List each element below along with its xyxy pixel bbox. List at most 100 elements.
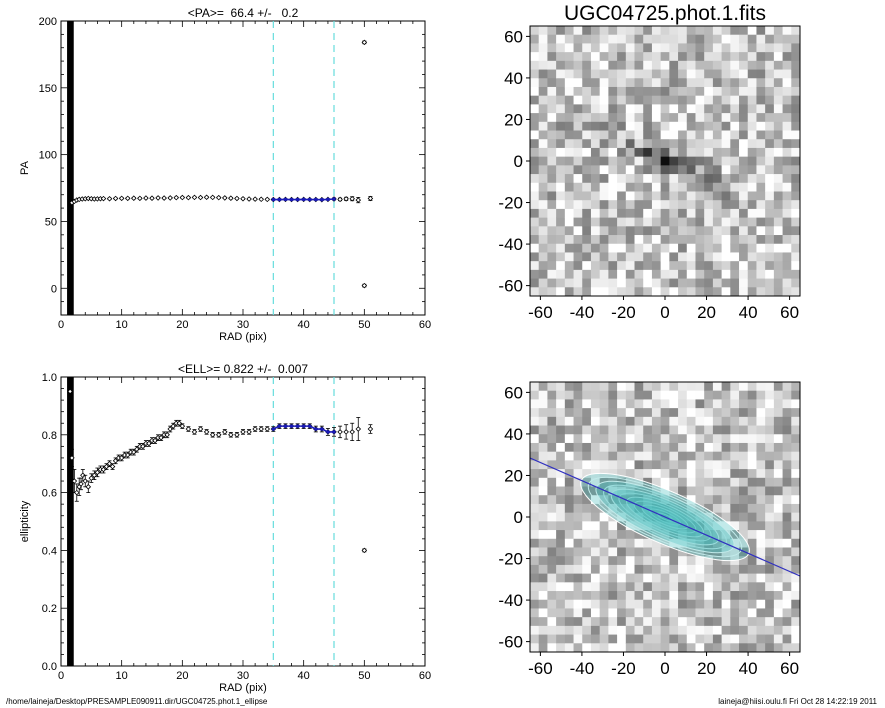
image-pixel <box>756 217 766 227</box>
image-pixel <box>590 287 601 297</box>
image-pixel <box>625 191 636 201</box>
image-pixel <box>617 235 627 245</box>
image-pixel <box>782 243 792 253</box>
image-pixel <box>582 512 592 522</box>
image-pixel <box>634 165 644 175</box>
image-pixel <box>660 547 670 557</box>
image-pixel <box>782 643 792 653</box>
image-pixel <box>765 486 775 496</box>
image-pixel <box>721 121 731 132</box>
image-pixel <box>547 113 557 123</box>
data-point <box>252 196 258 202</box>
image-pixel <box>625 538 636 548</box>
image-pixel <box>686 130 696 140</box>
image-pixel <box>739 416 749 427</box>
image-pixel <box>651 390 662 400</box>
image-pixel <box>651 399 662 409</box>
image-pixel <box>599 252 609 262</box>
image-pixel <box>617 556 627 566</box>
image-pixel <box>582 469 592 479</box>
image-pixel <box>634 26 644 36</box>
image-pixel <box>730 156 740 166</box>
image-pixel <box>756 34 766 44</box>
image-pixel <box>669 78 679 88</box>
image-pixel <box>678 503 688 514</box>
image-pixel <box>669 416 679 427</box>
image-pixel <box>791 52 801 62</box>
image-pixel <box>599 191 609 201</box>
image-pixel <box>625 408 636 418</box>
image-pixel <box>582 408 592 418</box>
image-pixel <box>643 521 653 531</box>
image-pixel <box>651 217 662 227</box>
image-pixel <box>564 599 575 609</box>
image-pixel <box>739 382 749 392</box>
image-pixel <box>686 390 696 400</box>
y-tick-label: 0 <box>514 508 523 527</box>
x-tick-label: 0 <box>58 670 64 682</box>
image-pixel <box>538 390 548 400</box>
image-pixel <box>669 442 679 453</box>
y-tick-label: -60 <box>498 277 523 296</box>
image-pixel <box>730 486 740 496</box>
image-pixel <box>599 538 609 548</box>
image-pixel <box>669 26 679 36</box>
image-pixel <box>599 564 609 575</box>
image-pixel <box>651 252 662 262</box>
image-pixel <box>730 226 740 236</box>
image-pixel <box>634 495 644 505</box>
image-pixel <box>573 278 583 288</box>
image-pixel <box>599 556 609 566</box>
image-pixel <box>678 43 688 53</box>
image-pixel <box>573 26 583 36</box>
image-pixel <box>564 86 575 97</box>
data-point <box>131 195 137 201</box>
image-pixel <box>547 191 557 201</box>
image-pixel <box>765 434 775 444</box>
image-pixel <box>765 252 775 262</box>
data-point <box>100 195 107 202</box>
image-pixel <box>678 139 688 149</box>
image-pixel <box>608 165 618 175</box>
image-pixel <box>782 235 792 245</box>
image-pixel <box>590 43 601 53</box>
image-pixel <box>721 399 731 409</box>
image-pixel <box>704 69 714 79</box>
y-tick-label: 0 <box>51 283 57 295</box>
plot-frame <box>60 20 426 316</box>
image-pixel <box>573 460 583 470</box>
image-pixel <box>791 191 801 201</box>
image-pixel <box>678 399 688 409</box>
image-pixel <box>599 26 609 36</box>
image-pixel <box>747 104 757 114</box>
image-pixel <box>756 521 766 531</box>
image-pixel <box>643 104 653 114</box>
image-pixel <box>590 269 601 280</box>
image-pixel <box>530 60 540 71</box>
image-pixel <box>678 174 688 184</box>
image-pixel <box>651 182 662 192</box>
image-pixel <box>712 634 723 644</box>
image-pixel <box>791 139 801 149</box>
image-pixel <box>695 78 705 88</box>
image-pixel <box>530 191 540 201</box>
image-pixel <box>590 235 601 245</box>
image-pixel <box>651 503 662 514</box>
image-pixel <box>573 43 583 53</box>
image-pixel <box>564 382 575 392</box>
image-pixel <box>617 174 627 184</box>
image-pixel <box>643 460 653 470</box>
image-pixel <box>721 469 731 479</box>
image-pixel <box>704 521 714 531</box>
image-pixel <box>582 226 592 236</box>
image-pixel <box>538 34 548 44</box>
image-pixel <box>651 634 662 644</box>
image-pixel <box>573 425 583 435</box>
image-pixel <box>678 442 688 453</box>
image-pixel <box>547 530 557 540</box>
image-pixel <box>704 625 714 636</box>
image-pixel <box>556 460 566 470</box>
image-pixel <box>678 564 688 575</box>
image-pixel <box>739 503 749 514</box>
image-pixel <box>547 69 557 79</box>
